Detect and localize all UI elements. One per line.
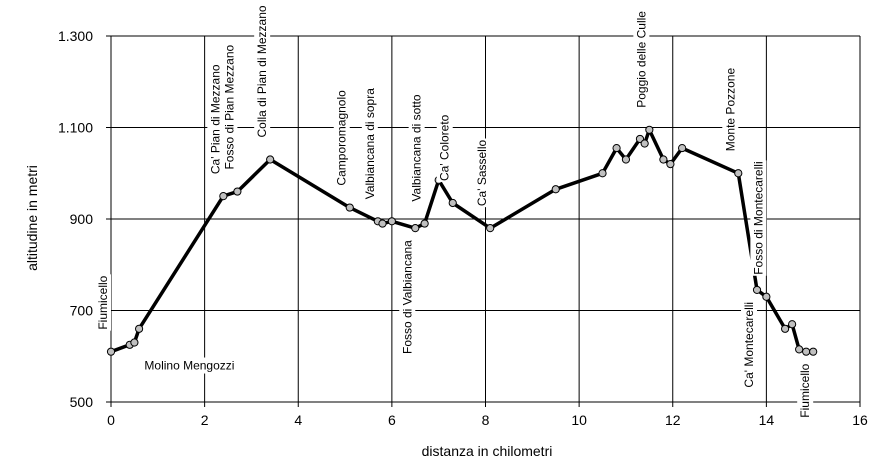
annotation-label: Valbiancana di sotto <box>408 93 425 203</box>
elevation-series-line <box>110 128 814 354</box>
data-point <box>345 203 354 212</box>
data-point <box>378 219 387 228</box>
annotation-label: Colla di Pian di Mezzano <box>254 4 271 139</box>
data-point <box>448 198 457 208</box>
data-point <box>678 143 687 153</box>
annotation-label: Valbiancana di sopra <box>361 86 378 201</box>
y-tick-label: 900 <box>70 211 94 227</box>
annotation-label: Ca' Pian di Mezzano <box>207 63 224 176</box>
y-tick-label: 700 <box>70 303 94 319</box>
x-tick-label: 12 <box>665 412 681 428</box>
y-axis-ticks: 500 700 900 1.100 1.300 <box>58 28 111 410</box>
annotation-label: Ca' Montecarelli <box>741 300 758 389</box>
data-point <box>411 224 420 233</box>
svg-text:Ca' Pian di Mezzano: Ca' Pian di Mezzano <box>208 64 222 174</box>
svg-text:Molino Mengozzi: Molino Mengozzi <box>144 359 234 373</box>
svg-text:Valbiancana di sotto: Valbiancana di sotto <box>410 94 424 202</box>
svg-text:Fiumicello: Fiumicello <box>96 275 110 329</box>
data-point <box>795 345 804 354</box>
svg-text:Colla di Pian di Mezzano: Colla di Pian di Mezzano <box>255 5 269 137</box>
data-point <box>233 187 242 196</box>
x-axis-ticks: 0 2 4 6 8 10 12 14 16 <box>107 402 868 428</box>
elevation-line <box>110 128 814 354</box>
x-tick-label: 14 <box>759 412 775 428</box>
data-point <box>640 139 649 148</box>
data-point <box>788 320 797 329</box>
data-point <box>134 324 144 333</box>
x-tick-label: 0 <box>107 412 115 428</box>
data-point <box>598 169 607 178</box>
annotation-label: Fosso di Montecarelli <box>750 160 767 276</box>
y-tick-label: 1.300 <box>58 28 93 44</box>
annotation-label: Camporomagnolo <box>333 88 350 187</box>
data-point <box>387 217 396 226</box>
annotation-label: Monte Pozzone <box>722 66 739 153</box>
x-tick-label: 16 <box>852 412 868 428</box>
annotation-label: Poggio delle Culle <box>633 9 650 109</box>
annotation-label: Fosso di Valbiancana <box>399 238 416 356</box>
data-point <box>645 125 654 134</box>
data-point <box>486 224 495 233</box>
y-tick-label: 500 <box>70 394 94 410</box>
svg-text:Ca' Montecarelli: Ca' Montecarelli <box>742 302 756 388</box>
data-point <box>666 160 675 169</box>
data-point <box>612 143 621 153</box>
svg-text:Fosso di Montecarelli: Fosso di Montecarelli <box>751 161 765 274</box>
data-points <box>106 125 818 356</box>
x-tick-label: 8 <box>482 412 490 428</box>
y-axis-label: altitudine in metri <box>24 165 40 271</box>
svg-text:Fosso di Pian Mezzano: Fosso di Pian Mezzano <box>222 44 236 169</box>
x-tick-label: 4 <box>294 412 302 428</box>
y-tick-label: 1.100 <box>58 120 93 136</box>
annotation-label: Ca' Sassello <box>474 138 491 208</box>
annotation-label: Molino Mengozzi <box>143 357 236 374</box>
annotations: Fiumicello Molino Mengozzi Ca' Pian di Mez… <box>95 4 814 419</box>
data-point <box>752 285 762 295</box>
svg-text:Poggio delle Culle: Poggio delle Culle <box>634 11 648 108</box>
data-point <box>266 155 275 164</box>
annotation-label: Fosso di Pian Mezzano <box>221 43 238 171</box>
annotation-label: Ca' Coloreto <box>436 113 453 182</box>
svg-text:Fosso di Valbiancana: Fosso di Valbiancana <box>400 240 414 354</box>
x-tick-label: 2 <box>201 412 209 428</box>
svg-text:Fiumicello: Fiumicello <box>798 363 812 417</box>
data-point <box>420 219 429 228</box>
data-point <box>762 292 771 301</box>
svg-text:Valbiancana di sopra: Valbiancana di sopra <box>363 88 377 200</box>
x-tick-label: 10 <box>571 412 587 428</box>
annotation-label: Fiumicello <box>95 274 111 331</box>
data-point <box>219 192 228 201</box>
data-point <box>734 169 743 178</box>
svg-text:Ca' Sassello: Ca' Sassello <box>475 140 489 207</box>
x-axis-label: distanza in chilometri <box>422 443 553 459</box>
data-point <box>659 155 668 164</box>
svg-text:Monte Pozzone: Monte Pozzone <box>723 68 737 152</box>
annotation-label: Fiumicello <box>797 362 814 419</box>
svg-text:Camporomagnolo: Camporomagnolo <box>335 90 349 186</box>
data-point <box>809 347 818 356</box>
data-point <box>130 338 139 347</box>
data-point <box>802 347 811 356</box>
svg-text:Ca' Coloreto: Ca' Coloreto <box>438 114 452 181</box>
x-tick-label: 6 <box>388 412 396 428</box>
data-point <box>106 347 116 356</box>
data-point <box>621 155 631 164</box>
data-point <box>551 185 560 194</box>
data-point <box>781 324 790 333</box>
